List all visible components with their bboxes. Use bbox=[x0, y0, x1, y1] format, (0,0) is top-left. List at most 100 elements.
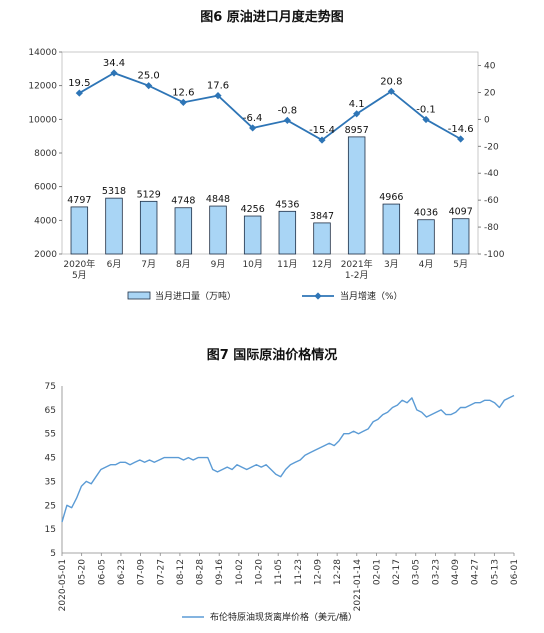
growth-rate-point bbox=[283, 116, 291, 125]
y-left-tick-label: 12000 bbox=[28, 82, 57, 92]
growth-rate-point bbox=[249, 124, 257, 132]
bar bbox=[139, 200, 158, 255]
bar bbox=[105, 197, 123, 255]
y-left-tick-label: 8000 bbox=[34, 149, 57, 159]
bar-value-label: 4097 bbox=[449, 207, 473, 218]
x-tick-label: 06-01 bbox=[510, 559, 520, 585]
x-tick-label: 02-17 bbox=[392, 559, 402, 585]
x-tick-label: 08-12 bbox=[176, 559, 186, 585]
x-tick-label: 10-02 bbox=[235, 559, 245, 585]
x-tick-label: 09-16 bbox=[215, 559, 225, 585]
legend-bar-label: 当月进口量（万吨） bbox=[155, 290, 236, 302]
growth-rate-point bbox=[179, 98, 187, 106]
y-right-tick-label: -20 bbox=[484, 142, 499, 152]
x-tick-label: 2020-05-01 bbox=[58, 559, 68, 611]
growth-rate-point bbox=[75, 89, 83, 97]
growth-rate-label: 25.0 bbox=[138, 71, 160, 82]
y-tick-label: 75 bbox=[45, 382, 56, 392]
y-left-tick-label: 2000 bbox=[34, 250, 57, 260]
y-left-tick-label: 10000 bbox=[28, 115, 57, 125]
x-category-label: 7月 bbox=[141, 259, 156, 270]
growth-rate-point bbox=[353, 110, 361, 118]
y-tick-label: 15 bbox=[45, 525, 56, 535]
y-left-tick-label: 6000 bbox=[34, 183, 57, 193]
y-tick-label: 25 bbox=[45, 501, 56, 511]
bar-value-label: 4797 bbox=[67, 195, 91, 206]
bar-value-label: 4536 bbox=[275, 199, 299, 210]
x-tick-label: 04-27 bbox=[471, 559, 481, 585]
growth-rate-point bbox=[457, 135, 465, 143]
bar bbox=[70, 206, 89, 255]
x-category-label: 9月 bbox=[211, 259, 226, 270]
x-tick-label: 11-05 bbox=[274, 559, 284, 585]
x-category-label: 2021年 bbox=[341, 258, 373, 270]
chart-title-crude-price: 图7 国际原油价格情况 bbox=[206, 348, 338, 363]
bar bbox=[347, 136, 366, 255]
growth-rate-label: -6.4 bbox=[243, 113, 263, 124]
y-tick-label: 65 bbox=[45, 406, 56, 416]
bar bbox=[278, 210, 297, 255]
bar-value-label: 4036 bbox=[414, 208, 438, 219]
brent-price-line bbox=[61, 394, 515, 523]
bar-value-label: 4848 bbox=[206, 194, 230, 205]
growth-rate-label: 19.5 bbox=[68, 78, 90, 89]
x-tick-label: 05-13 bbox=[490, 559, 500, 585]
bar-value-label: 5318 bbox=[102, 186, 126, 197]
bar-value-label: 4256 bbox=[241, 204, 265, 215]
growth-rate-label: 20.8 bbox=[380, 76, 402, 87]
bar bbox=[382, 203, 401, 255]
x-tick-label: 12-28 bbox=[333, 559, 343, 585]
growth-rate-label: 12.6 bbox=[172, 87, 194, 98]
x-category-label: 4月 bbox=[419, 259, 434, 270]
x-tick-label: 2021-01-14 bbox=[353, 559, 363, 612]
growth-rate-line bbox=[78, 72, 462, 142]
growth-rate-label: 17.6 bbox=[207, 81, 229, 92]
x-category-label: 8月 bbox=[176, 259, 191, 270]
x-tick-label: 12-09 bbox=[313, 559, 323, 585]
growth-rate-point bbox=[387, 87, 395, 95]
x-tick-label: 03-05 bbox=[412, 559, 422, 585]
x-category-label: 12月 bbox=[312, 259, 332, 270]
x-tick-label: 03-23 bbox=[431, 559, 441, 585]
bar bbox=[174, 207, 193, 255]
growth-rate-point bbox=[145, 82, 153, 90]
y-left-tick-label: 4000 bbox=[34, 216, 57, 226]
bar-value-label: 3847 bbox=[310, 211, 334, 222]
y-right-tick-label: -80 bbox=[484, 223, 499, 233]
legend-line-marker bbox=[314, 292, 322, 300]
y-right-tick-label: -40 bbox=[484, 169, 499, 179]
x-tick-label: 11-23 bbox=[294, 559, 304, 585]
legend-bar-swatch bbox=[127, 291, 151, 300]
bar-value-label: 4748 bbox=[171, 196, 195, 207]
growth-rate-label: -0.1 bbox=[416, 104, 436, 115]
growth-rate-label: 34.4 bbox=[103, 58, 125, 69]
y-left-tick-label: 14000 bbox=[28, 48, 57, 58]
y-right-tick-label: 0 bbox=[484, 115, 490, 125]
x-tick-label: 02-01 bbox=[372, 559, 382, 585]
y-right-tick-label: 20 bbox=[484, 88, 496, 98]
x-category-label: 10月 bbox=[242, 259, 262, 270]
bar bbox=[243, 215, 262, 255]
bar-value-label: 8957 bbox=[345, 125, 369, 136]
bar-value-label: 4966 bbox=[379, 192, 403, 203]
x-tick-label: 06-05 bbox=[97, 559, 107, 585]
growth-rate-point bbox=[318, 136, 326, 144]
x-tick-label: 06-23 bbox=[117, 559, 127, 585]
x-category-label: 1-2月 bbox=[345, 270, 369, 281]
y-right-tick-label: 40 bbox=[484, 61, 496, 71]
x-category-label: 3月 bbox=[384, 259, 399, 270]
growth-rate-label: -15.4 bbox=[309, 125, 335, 136]
legend-label: 布伦特原油现货离岸价格（美元/桶） bbox=[210, 611, 357, 623]
x-tick-label: 05-20 bbox=[78, 559, 88, 585]
growth-rate-point bbox=[422, 115, 430, 124]
y-right-tick-label: -60 bbox=[484, 196, 499, 206]
growth-rate-label: -14.6 bbox=[448, 124, 474, 135]
crude-import-chart: 2000 4000 6000 8000 10000 12000 14000 -100 -80 -6… bbox=[28, 48, 504, 302]
bar bbox=[417, 219, 435, 255]
x-category-label: 5月 bbox=[72, 270, 87, 281]
growth-rate-point bbox=[214, 92, 222, 100]
x-tick-label: 04-09 bbox=[451, 559, 461, 585]
x-category-label: 5月 bbox=[453, 259, 468, 270]
x-category-label: 2020年 bbox=[63, 258, 95, 270]
